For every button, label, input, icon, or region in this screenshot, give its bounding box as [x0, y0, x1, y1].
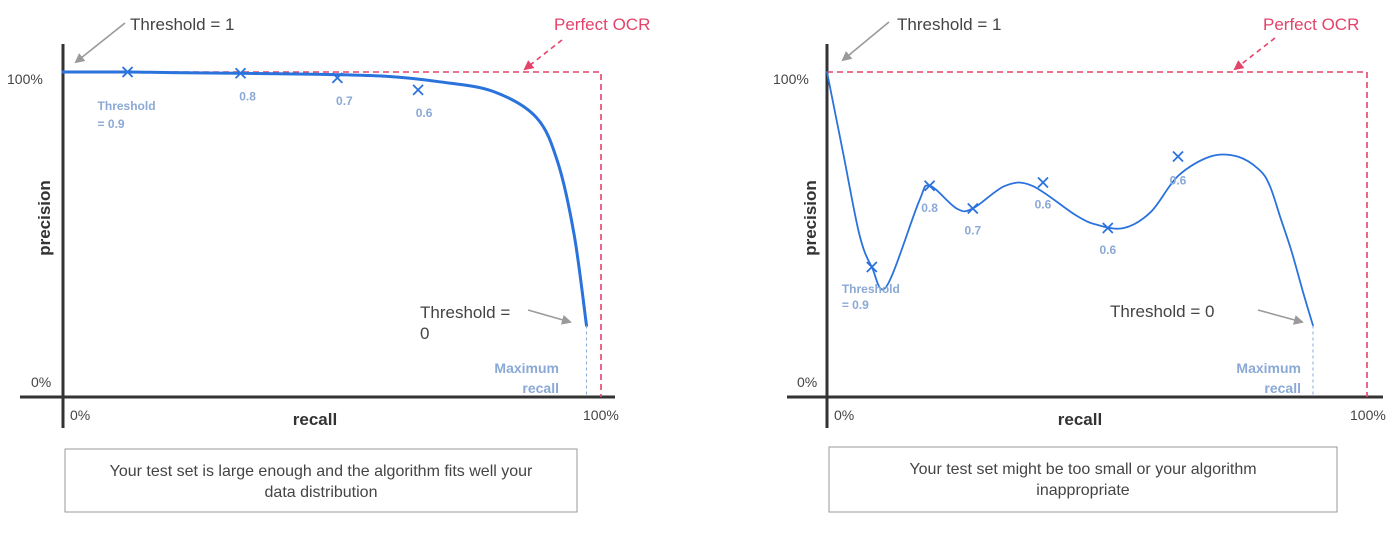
marker-label: 0.6 — [1170, 174, 1187, 188]
perfect-ocr-line — [63, 71, 602, 397]
threshold-1-arrow — [74, 22, 126, 64]
marker-x — [923, 180, 936, 192]
caption-text: data distribution — [265, 484, 378, 501]
caption-box — [64, 448, 578, 513]
y-tick-min: 0% — [31, 374, 51, 390]
x-axis-label: recall — [1058, 410, 1102, 429]
max-recall-label: recall — [522, 380, 559, 396]
marker-x — [1172, 150, 1184, 163]
threshold-1-arrow — [841, 21, 890, 62]
threshold-0-arrow — [1257, 309, 1304, 325]
chart-left: 100% 0% 0% 100% recall precision Perfect OCR Th… — [7, 15, 650, 513]
perfect-ocr-label: Perfect OCR — [1263, 15, 1359, 34]
threshold-0-arrow — [527, 309, 572, 325]
marker-x — [967, 202, 979, 215]
threshold-0-label: Threshold = 0 — [1110, 302, 1214, 321]
y-tick-max: 100% — [7, 71, 43, 87]
marker-label: = 0.9 — [98, 117, 125, 131]
marker-x — [1037, 176, 1049, 189]
threshold-0-label: Threshold = — [420, 303, 510, 322]
perfect-ocr-label: Perfect OCR — [554, 15, 650, 34]
caption-text: Your test set might be too small or your… — [909, 461, 1256, 478]
marker-label: 0.7 — [336, 94, 353, 108]
marker-label: Threshold — [98, 99, 156, 113]
perfect-ocr-line — [827, 71, 1368, 397]
perfect-ocr-arrow — [1233, 37, 1276, 71]
threshold-0-label: 0 — [420, 324, 429, 343]
marker-x — [412, 84, 424, 96]
marker-label: 0.6 — [1035, 198, 1052, 212]
marker-label: 0.7 — [964, 224, 981, 238]
marker-label: = 0.9 — [842, 298, 869, 312]
threshold-1-label: Threshold = 1 — [897, 15, 1001, 34]
x-tick-max: 100% — [1350, 407, 1386, 423]
threshold-1-label: Threshold = 1 — [130, 15, 234, 34]
marker-x — [1102, 222, 1114, 234]
max-recall-label: Maximum — [494, 360, 559, 376]
marker-label: 0.6 — [1099, 243, 1116, 257]
marker-label: Threshold — [842, 282, 900, 296]
y-tick-max: 100% — [773, 71, 809, 87]
caption-text: Your test set is large enough and the al… — [110, 463, 533, 480]
caption-text: inappropriate — [1036, 482, 1130, 499]
marker-x — [866, 261, 878, 273]
marker-x — [331, 72, 344, 84]
x-tick-max: 100% — [583, 407, 619, 423]
y-tick-min: 0% — [797, 374, 817, 390]
x-axis-label: recall — [293, 410, 337, 429]
perfect-ocr-arrow — [523, 39, 563, 71]
y-axis-label: precision — [35, 180, 54, 256]
max-recall-label: Maximum — [1236, 360, 1301, 376]
marker-label: 0.8 — [921, 201, 938, 215]
marker-label: 0.8 — [239, 89, 256, 103]
x-tick-min: 0% — [70, 407, 90, 423]
pr-curve — [826, 71, 1314, 327]
chart-right: 100% 0% 0% 100% recall precision Perfect OCR Th… — [773, 15, 1386, 513]
pr-curve — [61, 70, 588, 327]
marker-x — [121, 66, 134, 78]
marker-label: 0.6 — [416, 106, 433, 120]
caption-box — [828, 446, 1338, 513]
y-axis-label: precision — [801, 180, 820, 256]
max-recall-label: recall — [1264, 380, 1301, 396]
x-tick-min: 0% — [834, 407, 854, 423]
marker-x — [234, 67, 247, 79]
